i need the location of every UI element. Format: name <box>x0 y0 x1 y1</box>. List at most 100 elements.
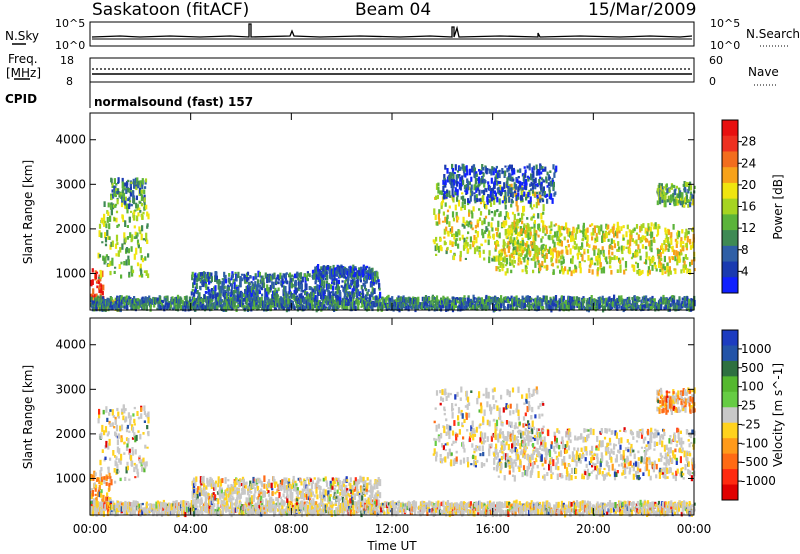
power-cell <box>136 177 139 184</box>
power-cell <box>594 238 597 241</box>
power-cell <box>359 271 362 278</box>
power-cell <box>678 296 681 301</box>
power-cell <box>343 287 346 294</box>
power-cell <box>261 275 264 279</box>
power-cell <box>521 181 524 186</box>
power-cell <box>461 234 464 240</box>
power-cell <box>525 196 528 201</box>
power-cell <box>592 229 595 236</box>
power-cell <box>565 222 568 228</box>
power-cell <box>556 241 559 246</box>
power-cell <box>527 232 530 239</box>
power-cell <box>692 226 695 233</box>
velocity-cell <box>115 424 119 432</box>
velocity-cell <box>116 407 119 412</box>
power-cell <box>233 282 236 288</box>
velocity-cell <box>114 432 118 438</box>
velocity-cell <box>118 458 121 463</box>
power-cell <box>546 198 549 204</box>
power-cell <box>376 276 379 281</box>
power-cell <box>454 239 457 247</box>
power-cell <box>349 292 352 295</box>
power-cell <box>661 186 664 192</box>
power-cell <box>484 180 487 184</box>
freq-tick-bottom: 8 <box>66 75 73 88</box>
power-cell <box>123 232 126 239</box>
power-cell <box>133 210 136 214</box>
power-cell <box>685 248 688 251</box>
power-cell <box>231 273 234 278</box>
power-cell <box>523 247 526 251</box>
power-cell <box>627 239 630 244</box>
power-cell <box>377 279 380 283</box>
power-cell <box>478 246 481 250</box>
power-cell <box>685 192 688 196</box>
power-cell <box>520 190 523 198</box>
power-cell <box>415 297 418 305</box>
power-cell <box>360 266 363 271</box>
power-cell <box>571 255 574 259</box>
power-cell <box>336 294 339 301</box>
power-cell <box>112 204 116 208</box>
power-cell <box>492 300 495 305</box>
power-cell <box>133 197 136 205</box>
power-cell <box>98 254 102 258</box>
power-cell <box>445 305 448 312</box>
power-cell <box>517 192 520 197</box>
power-cell <box>119 247 122 253</box>
power-cell <box>649 306 652 311</box>
power-cell <box>511 211 515 215</box>
power-cell <box>196 301 199 307</box>
power-cell <box>584 237 587 240</box>
power-cell <box>519 181 522 188</box>
power-cell <box>634 253 637 258</box>
power-cell <box>137 298 140 302</box>
power-cell <box>210 276 213 282</box>
power-cell <box>288 306 291 310</box>
power-cell <box>242 293 245 298</box>
power-cell <box>442 211 445 216</box>
power-cell <box>523 191 526 197</box>
power-cell <box>611 257 614 260</box>
power-cell <box>535 247 538 253</box>
power-cell <box>556 300 559 304</box>
power-cell <box>108 236 111 240</box>
power-cell <box>602 253 606 258</box>
power-cell <box>267 287 271 293</box>
beam-title: Beam 04 <box>355 0 431 20</box>
power-cell <box>573 241 576 245</box>
power-cell <box>500 190 503 194</box>
power-cell <box>468 186 472 191</box>
power-cell <box>667 300 671 306</box>
power-cell <box>245 299 248 305</box>
power-cell <box>532 171 535 178</box>
power-cell <box>555 251 558 258</box>
power-cell <box>686 307 689 310</box>
power-cell <box>450 172 453 179</box>
power-cell <box>126 236 129 240</box>
power-cell <box>599 305 602 308</box>
power-cell <box>430 304 434 309</box>
power-cell <box>463 184 466 190</box>
power-cell <box>676 258 679 266</box>
power-cell <box>646 298 650 302</box>
power-cell <box>234 271 237 275</box>
power-cell <box>513 182 516 189</box>
power-cell <box>640 271 643 275</box>
power-cell <box>684 186 687 191</box>
power-cell <box>301 276 304 283</box>
power-cell <box>471 190 474 197</box>
power-cell <box>579 252 582 256</box>
power-cell <box>635 224 639 229</box>
power-cell <box>598 258 601 265</box>
power-cell <box>498 250 501 254</box>
power-cell <box>494 192 497 197</box>
power-cell <box>208 275 211 279</box>
power-cell <box>280 296 283 304</box>
power-cell <box>412 301 415 309</box>
power-cell <box>178 301 181 308</box>
power-cell <box>441 220 445 223</box>
power-cell <box>535 230 538 236</box>
power-cell <box>370 282 373 288</box>
